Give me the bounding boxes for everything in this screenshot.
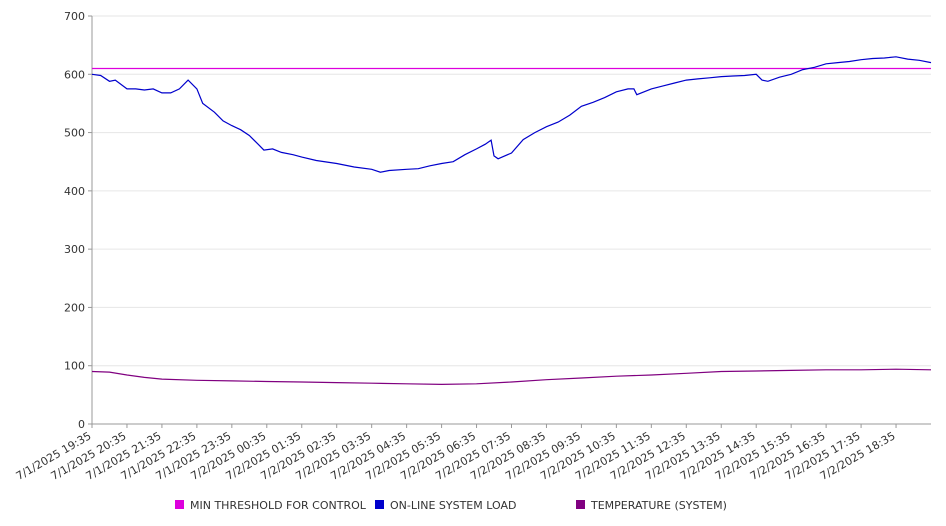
y-tick-label: 400 <box>64 185 85 198</box>
series-line-1 <box>91 56 932 173</box>
legend-swatch <box>375 500 384 509</box>
y-tick-label: 500 <box>64 127 85 140</box>
legend-label: TEMPERATURE (SYSTEM) <box>590 499 727 512</box>
series-line-2 <box>91 368 932 386</box>
y-tick-label: 600 <box>64 68 85 81</box>
y-tick-label: 700 <box>64 10 85 23</box>
x-axis-ticks: 7/1/2025 19:357/1/2025 20:357/1/2025 21:… <box>14 424 898 483</box>
axes <box>91 16 931 425</box>
series-lines <box>91 56 932 386</box>
y-tick-label: 100 <box>64 360 85 373</box>
legend-swatch <box>576 500 585 509</box>
legend-label: MIN THRESHOLD FOR CONTROL <box>190 499 367 512</box>
y-tick-label: 200 <box>64 301 85 314</box>
y-axis-ticks: 0 100 200 300 400 500 600 700 <box>64 10 92 431</box>
gridlines <box>92 15 931 367</box>
legend-swatch <box>175 500 184 509</box>
y-tick-label: 0 <box>78 418 85 431</box>
legend: MIN THRESHOLD FOR CONTROL ON-LINE SYSTEM … <box>175 499 727 512</box>
legend-label: ON-LINE SYSTEM LOAD <box>390 499 516 512</box>
y-tick-label: 300 <box>64 243 85 256</box>
